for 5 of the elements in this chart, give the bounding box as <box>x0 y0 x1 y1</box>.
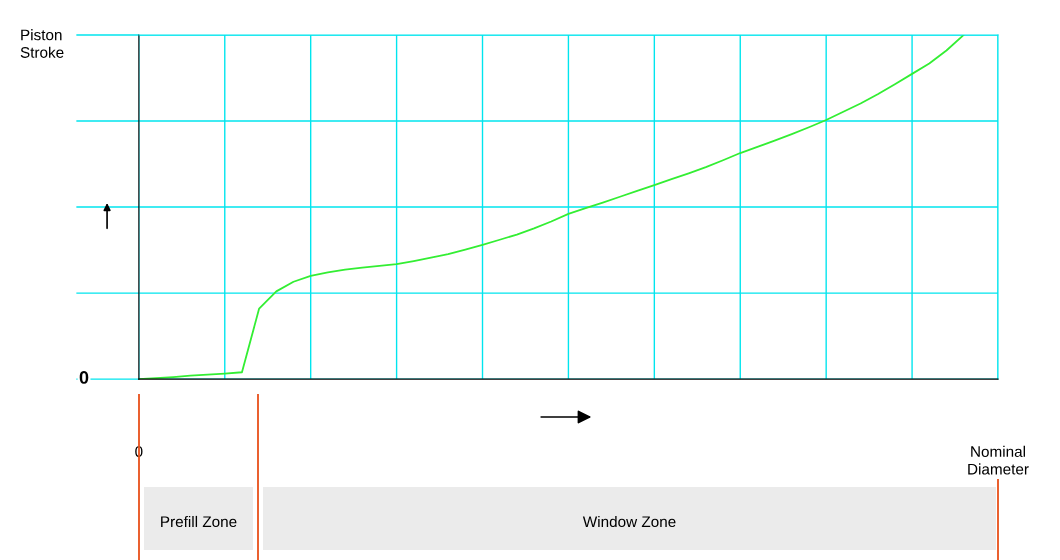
text: Prefill Zone <box>161 515 237 528</box>
text: Window Zone <box>582 515 676 528</box>
x-tick-label: Nominal Diameter <box>968 445 1029 475</box>
y-axis-title: Piston Stroke <box>20 29 64 58</box>
text: 0 <box>79 371 89 384</box>
